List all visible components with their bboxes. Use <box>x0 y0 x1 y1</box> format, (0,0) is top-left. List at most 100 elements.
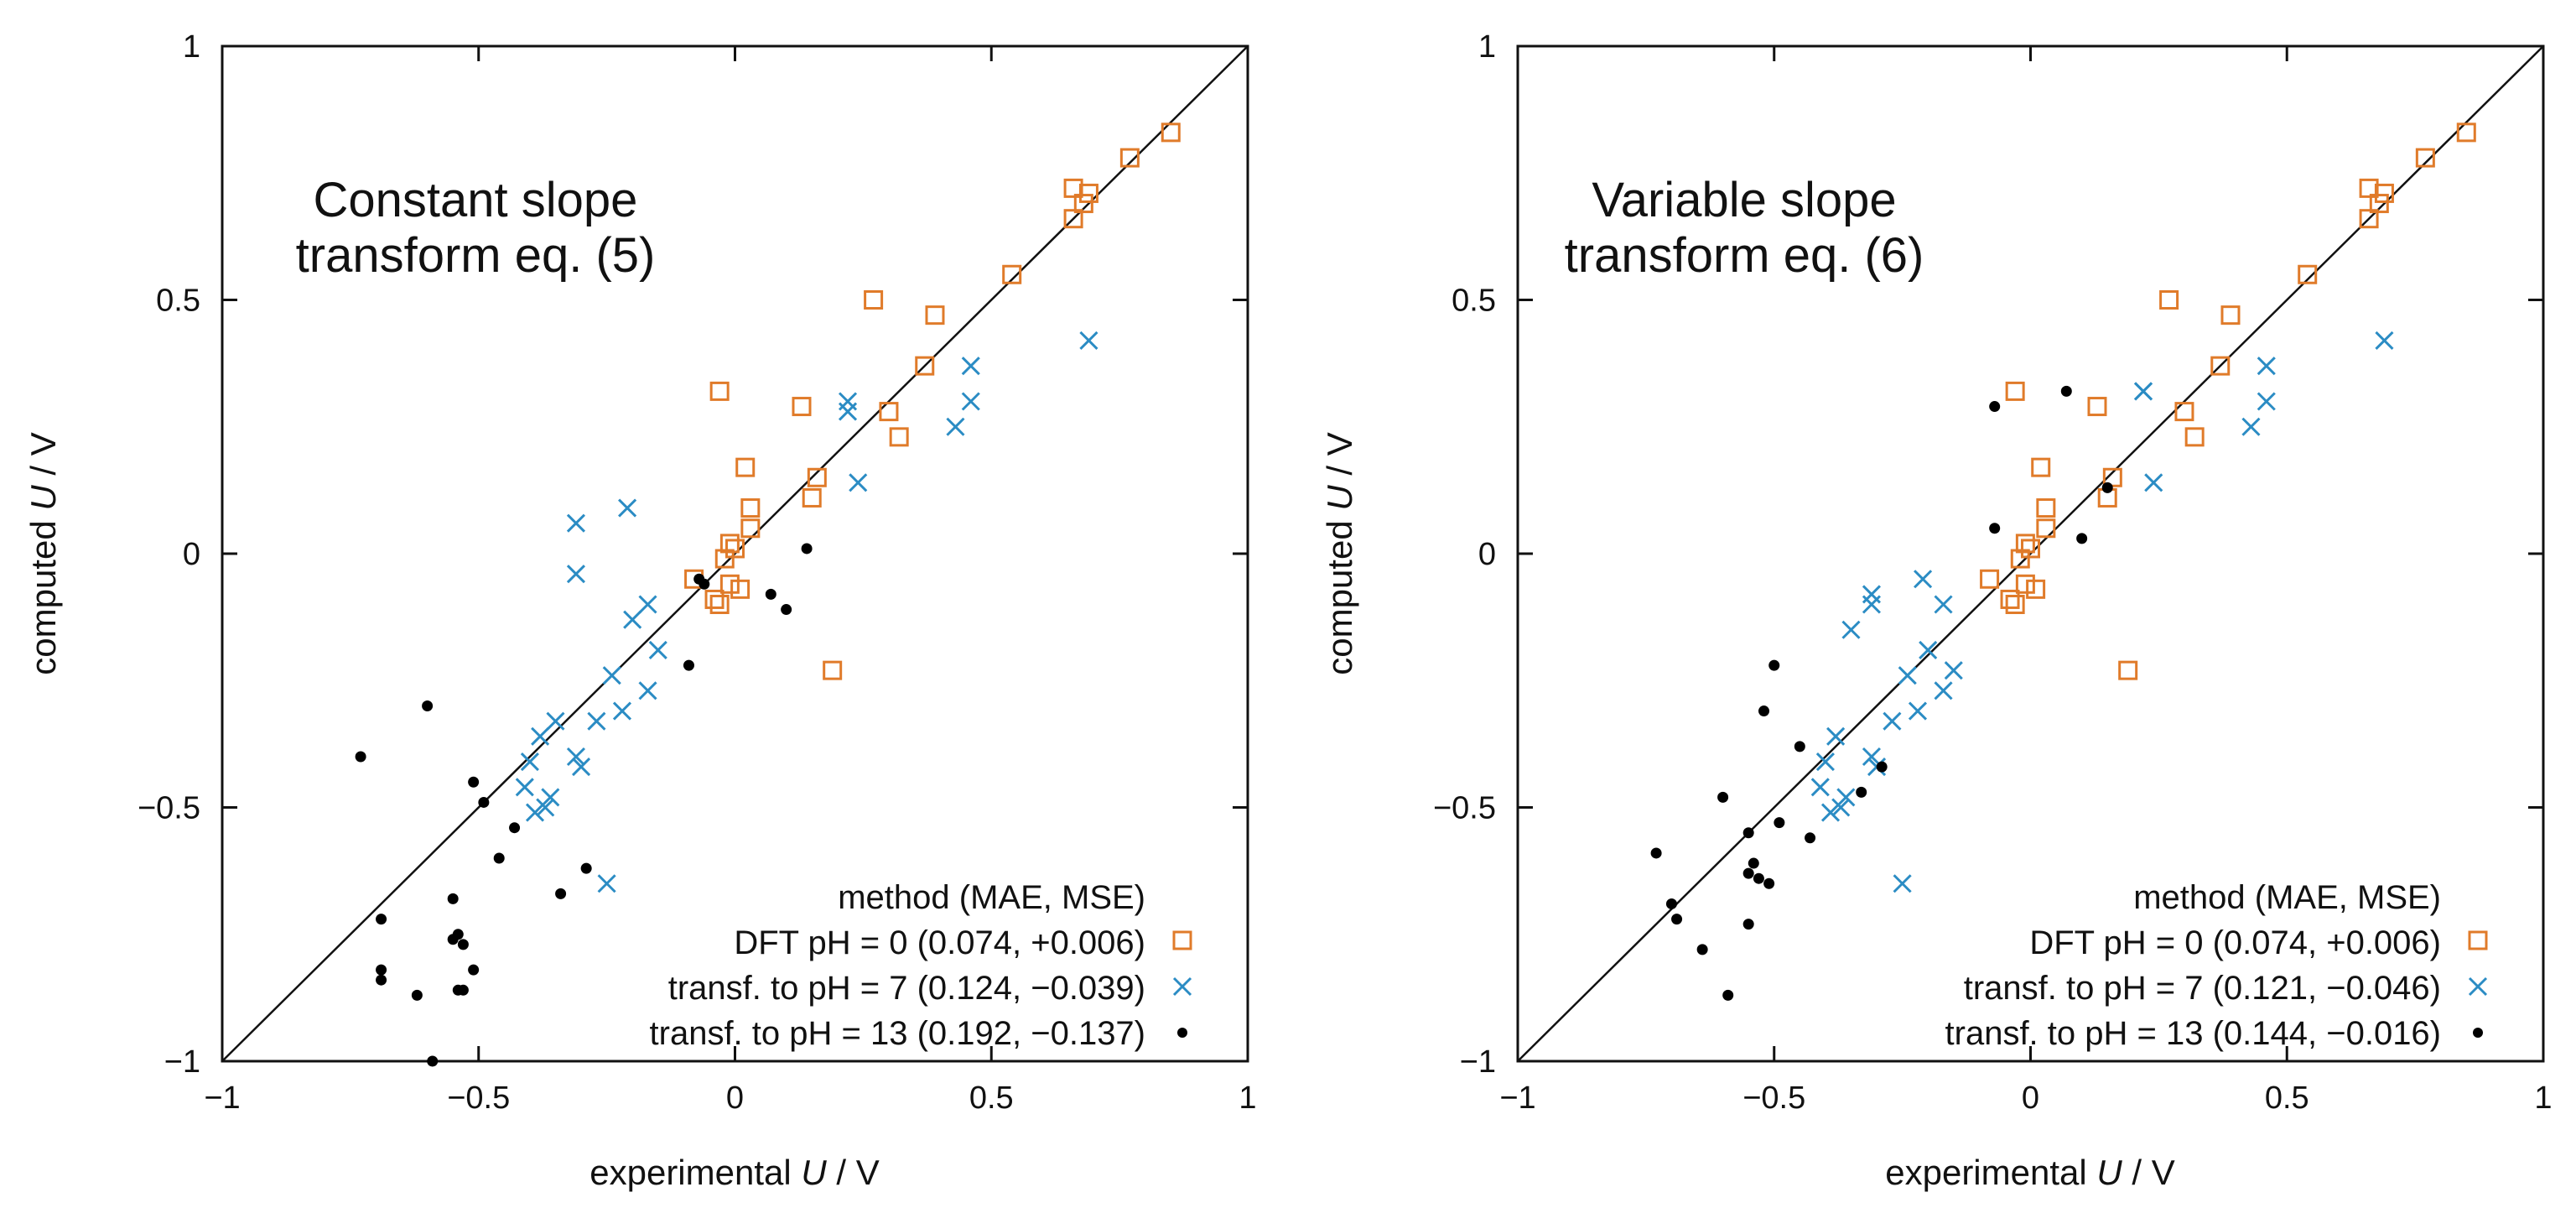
data-point-ph7 <box>612 701 632 721</box>
data-point-ph13 <box>2101 482 2113 493</box>
legend-marker-cross <box>1172 976 1192 997</box>
data-point-ph13 <box>1753 872 1764 884</box>
data-point-dft <box>2210 356 2231 376</box>
y-tick-label: 1 <box>183 29 200 65</box>
y-axis-label: computed U / V <box>1320 432 1359 675</box>
data-point-dft <box>709 595 730 614</box>
data-point-ph13 <box>457 939 469 950</box>
left-panel: −1 −0.5 0 0.5 1 −1 −0.5 0 0.5 1 Constant slope tr… <box>23 29 1257 1192</box>
data-point-ph7 <box>602 666 621 685</box>
data-point-dft <box>2087 397 2107 417</box>
data-point-ph7 <box>2257 357 2276 376</box>
data-point-ph13 <box>376 974 387 986</box>
data-point-dft <box>704 589 724 609</box>
y-axis-label-prefix: computed <box>1320 511 1359 675</box>
y-tick-label: −0.5 <box>1433 791 1496 826</box>
data-point-ph13 <box>2076 533 2088 544</box>
data-point-dft <box>925 305 945 325</box>
ticks-layer: −1 −0.5 0 0.5 1 −1 −0.5 0 0.5 1 <box>138 29 1257 1116</box>
x-tick-label: −1 <box>204 1080 240 1116</box>
data-point-ph7 <box>546 711 565 731</box>
legend-marker-dot <box>2473 1028 2483 1038</box>
data-point-dft <box>714 549 735 569</box>
data-point-ph13 <box>411 989 423 1001</box>
data-point-ph13 <box>355 751 366 763</box>
x-axis-label-prefix: experimental <box>589 1153 801 1192</box>
diagonal-layer <box>221 45 1249 1062</box>
data-point-dft <box>2359 209 2379 229</box>
data-point-dft <box>1161 122 1181 143</box>
data-point-ph7 <box>2133 382 2153 401</box>
data-point-ph13 <box>781 604 792 616</box>
data-point-ph13 <box>2060 385 2072 397</box>
data-point-ph13 <box>1856 786 1867 798</box>
data-point-dft <box>2298 264 2318 284</box>
data-point-dft <box>2118 660 2138 680</box>
x-tick-label: −0.5 <box>447 1080 510 1116</box>
data-point-dft <box>2359 178 2379 198</box>
x-tick-label: 0.5 <box>969 1080 1014 1116</box>
data-point-ph7 <box>1944 661 1963 680</box>
data-point-dft <box>2369 194 2389 214</box>
data-point-ph7 <box>531 726 550 746</box>
data-point-ph13 <box>1717 791 1729 803</box>
data-point-ph13 <box>468 776 480 788</box>
legend-marker-square <box>1172 930 1192 950</box>
data-point-ph7 <box>1934 681 1953 700</box>
data-point-ph7 <box>1079 331 1098 350</box>
data-point-dft <box>709 381 730 401</box>
data-point-ph7 <box>2375 331 2394 350</box>
data-point-ph7 <box>1893 874 1912 893</box>
x-axis-label: experimental U / V <box>589 1153 880 1192</box>
data-point-dft <box>2031 457 2051 477</box>
data-point-ph7 <box>1914 570 1933 589</box>
y-tick-label: −0.5 <box>138 791 200 826</box>
legend-entry-ph7: transf. to pH = 7 (0.124, −0.039) <box>668 970 1145 1007</box>
data-point-dft <box>2456 122 2476 143</box>
x-tick-label: 1 <box>2534 1080 2552 1116</box>
ticks-layer: −1 −0.5 0 0.5 1 −1 −0.5 0 0.5 1 <box>1433 29 2553 1116</box>
data-point-ph13 <box>1671 914 1683 925</box>
x-axis-label-suffix: / V <box>2122 1153 2175 1192</box>
legend-marker-cross <box>2468 976 2488 997</box>
data-point-dft <box>792 397 812 417</box>
x-axis-label-variable: U <box>801 1153 827 1192</box>
y-axis-label-suffix: / V <box>1320 432 1359 485</box>
data-point-ph7 <box>648 640 667 660</box>
data-point-dft <box>2021 539 2040 559</box>
data-point-dft <box>725 539 745 559</box>
data-point-ph7 <box>638 595 657 614</box>
data-point-dft <box>1002 264 1022 284</box>
data-points <box>355 122 1181 1067</box>
data-point-dft <box>735 457 756 477</box>
data-point-ph7 <box>536 798 555 817</box>
data-point-dft <box>2026 579 2046 599</box>
data-point-ph13 <box>509 822 521 834</box>
data-point-dft <box>2000 589 2020 609</box>
data-point-dft <box>1063 209 1083 229</box>
data-point-ph13 <box>801 543 813 555</box>
data-point-dft <box>889 427 909 447</box>
data-point-dft <box>802 487 822 508</box>
data-point-ph7 <box>1934 595 1953 614</box>
data-point-dft <box>2015 534 2035 554</box>
data-point-dft <box>2015 574 2035 594</box>
data-point-ph13 <box>1805 832 1816 844</box>
panel-title-line-2: transform eq. (5) <box>296 228 656 283</box>
legend-marker-dot <box>1177 1028 1187 1038</box>
data-point-ph13 <box>493 852 505 864</box>
data-point-dft <box>2005 381 2025 401</box>
data-point-ph7 <box>1831 798 1851 817</box>
data-point-ph7 <box>571 758 591 777</box>
data-point-dft <box>719 574 740 594</box>
y-tick-label: 1 <box>1478 29 1496 65</box>
data-point-ph7 <box>515 778 534 797</box>
legend-entry-dft: DFT pH = 0 (0.074, +0.006) <box>2029 924 2441 961</box>
data-point-dft <box>2220 305 2241 325</box>
data-point-ph13 <box>1989 523 2001 534</box>
data-point-ph7 <box>1908 701 1928 721</box>
x-axis-label-prefix: experimental <box>1885 1153 2096 1192</box>
data-point-ph7 <box>597 874 616 893</box>
data-point-dft <box>2374 183 2394 203</box>
